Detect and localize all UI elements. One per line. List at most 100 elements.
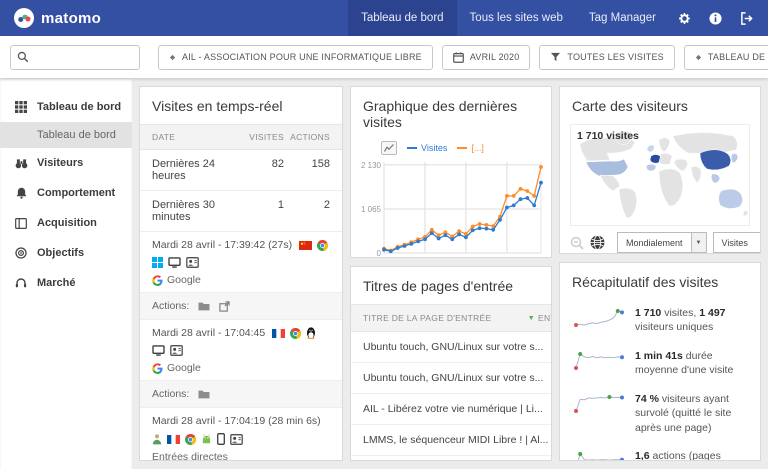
book-icon xyxy=(15,217,27,229)
segment-selector-button[interactable]: TOUTES LES VISITES xyxy=(539,44,675,70)
visit-row: Mardi 28 avril - 17:39:42 (27s) Google xyxy=(140,232,342,293)
windows-icon xyxy=(152,257,163,268)
legend-item[interactable]: Visites xyxy=(407,143,447,153)
entry-page-row[interactable]: Ubuntu touch, GNU/Linux sur votre s... xyxy=(351,363,551,394)
column-entry-page-title: TITRE DE LA PAGE D'ENTRÉE xyxy=(363,313,492,323)
info-icon xyxy=(709,11,722,25)
sparkline xyxy=(574,309,624,327)
toolbar-buttons: AIL - ASSOCIATION POUR UNE INFORMATIQUE … xyxy=(158,44,768,70)
stat-text: 1 710 visites, 1 497 visiteurs uniques xyxy=(635,307,726,334)
chart-legend: Visites [...] xyxy=(351,140,551,156)
legend-item[interactable]: [...] xyxy=(457,143,484,153)
sidebar-label: Marché xyxy=(37,277,76,289)
widget-visitor-map: Carte des visiteurs 1 710 visites xyxy=(559,86,761,254)
svg-text:0: 0 xyxy=(377,249,382,258)
realtime-table-body: Dernières 24 heures 82 158 Dernières 30 min… xyxy=(140,150,342,461)
search-icon xyxy=(17,51,29,63)
zoom-out-icon[interactable] xyxy=(570,236,584,250)
chrome-icon xyxy=(290,327,302,339)
svg-text:Mai 2019: Mai 2019 xyxy=(449,257,482,258)
sidebar-item-objectifs[interactable]: Objectifs xyxy=(0,238,132,268)
site-selector-label: AIL - ASSOCIATION POUR UNE INFORMATIQUE … xyxy=(182,52,422,62)
google-icon xyxy=(152,274,163,286)
summary-stat: 1 710 visites, 1 497 visiteurs uniques xyxy=(560,300,760,343)
visit-referrer: Entrées directes xyxy=(152,451,330,461)
map-region-select[interactable]: Mondialement ▼ xyxy=(617,232,707,253)
entry-page-row[interactable]: DWService, libérez-vous de Teamvie... xyxy=(351,456,551,460)
entry-pages-rows: Ubuntu touch, GNU/Linux sur votre s... Ub… xyxy=(351,332,551,460)
visit-referrer[interactable]: Google xyxy=(152,362,330,374)
sparkline xyxy=(574,394,624,413)
nav-tab-tous-les-sites-web[interactable]: Tous les sites web xyxy=(469,12,563,24)
info-button[interactable] xyxy=(700,0,731,36)
sidebar: Tableau de bord Tableau de bord Visiteurs C… xyxy=(0,78,132,469)
segment-selector-label: TOUTES LES VISITES xyxy=(567,52,664,62)
svg-text:2 130: 2 130 xyxy=(361,161,382,170)
svg-text:1 065: 1 065 xyxy=(361,205,382,214)
globe-icon[interactable] xyxy=(590,235,605,250)
calendar-icon xyxy=(453,51,464,63)
summary-stat: 1,6 actions (pages vues, téléchargements… xyxy=(560,443,760,460)
map-controls: Mondialement ▼ Visites ▼ xyxy=(560,226,760,253)
entry-page-row[interactable]: AIL - Libérez votre vie numérique | Li..… xyxy=(351,394,551,425)
sidebar-item-visiteurs[interactable]: Visiteurs xyxy=(0,148,132,178)
brand-name: matomo xyxy=(41,9,102,27)
visit-referrer[interactable]: Google xyxy=(152,274,330,286)
sidebar-item-acquisition[interactable]: Acquisition xyxy=(0,208,132,238)
summary-stat: 74 % visiteurs ayant survolé (quitté le … xyxy=(560,386,760,443)
summary-visits: 1 xyxy=(277,199,284,211)
monitor-icon xyxy=(152,345,165,356)
sidebar-item-tableau-de-bord[interactable]: Tableau de bord xyxy=(0,92,132,122)
visits-line-chart[interactable]: 0 1 065 2 130 Mai 2018Nov. 2018 Mai 2019 Nov.… xyxy=(355,156,547,258)
widget-realtime-visits: Visites en temps-réel DATE VISITES ACTIO… xyxy=(139,86,343,461)
summary-label: Dernières 24 heures xyxy=(152,158,215,182)
referrer-label: Google xyxy=(167,274,201,286)
sidebar-item-march-[interactable]: Marché xyxy=(0,268,132,298)
referrer-label: Google xyxy=(167,362,201,374)
nav-tab-tableau-de-bord[interactable]: Tableau de bord xyxy=(348,0,457,36)
search-input[interactable] xyxy=(34,51,133,63)
realtime-summary-row: Dernières 30 minutes 1 2 xyxy=(140,191,342,232)
svg-text:Nov. 2018: Nov. 2018 xyxy=(407,257,443,258)
period-selector-button[interactable]: AVRIL 2020 xyxy=(441,44,531,70)
folder-icon xyxy=(198,301,210,311)
sidebar-label: Acquisition xyxy=(37,217,97,229)
sidebar-subitem-tableau-de-bord[interactable]: Tableau de bord xyxy=(0,122,132,148)
entry-page-row[interactable]: Ubuntu touch, GNU/Linux sur votre s... xyxy=(351,332,551,363)
period-selector-label: AVRIL 2020 xyxy=(469,52,520,62)
entry-page-row[interactable]: LMMS, le séquenceur MIDI Libre ! | Al... xyxy=(351,425,551,456)
binoculars-icon xyxy=(15,158,28,169)
referrer-label: Entrées directes xyxy=(152,451,228,461)
summary-actions: 2 xyxy=(323,199,330,211)
sidebar-label: Objectifs xyxy=(37,247,85,259)
legend-swatch xyxy=(457,146,468,149)
map-metric-select[interactable]: Visites ▼ xyxy=(712,232,760,253)
dashboard-content: Visites en temps-réel DATE VISITES ACTIO… xyxy=(132,78,768,469)
top-navbar: matomo Tableau de bord Tous les sites web… xyxy=(0,0,768,36)
chevron-down-icon: ▼ xyxy=(690,233,706,252)
svg-text:Nov. 2019: Nov. 2019 xyxy=(489,257,525,258)
export-image-icon[interactable] xyxy=(381,140,397,155)
nav-tab-tag-manager[interactable]: Tag Manager xyxy=(588,12,656,24)
world-map[interactable]: 1 710 visites xyxy=(570,124,750,226)
linux-icon xyxy=(306,327,316,339)
widget-entry-page-titles: Titres de pages d'entrée TITRE DE LA PAG… xyxy=(350,266,552,461)
monitor-icon xyxy=(168,257,181,268)
site-selector-button[interactable]: AIL - ASSOCIATION POUR UNE INFORMATIQUE … xyxy=(158,44,433,70)
matomo-logo[interactable]: matomo xyxy=(0,0,115,36)
logout-button[interactable] xyxy=(731,0,762,36)
gear-button[interactable] xyxy=(669,0,700,36)
navbar-menu: Tableau de bord Tous les sites web Tag Man… xyxy=(348,0,768,36)
gear-icon xyxy=(678,12,691,25)
profile-icon xyxy=(170,345,183,356)
dashboard-selector-button[interactable]: TABLEAU DE BORD xyxy=(683,44,768,70)
visit-datetime: Mardi 28 avril - 17:39:42 (27s) xyxy=(152,239,293,251)
widget-title: Carte des visiteurs xyxy=(572,98,688,114)
sidebar-item-comportement[interactable]: Comportement xyxy=(0,178,132,208)
column-actions: ACTIONS xyxy=(290,132,330,142)
search-box[interactable] xyxy=(10,44,140,70)
map-metric-value: Visites xyxy=(721,237,748,248)
folder-icon xyxy=(198,389,210,399)
entry-pages-header[interactable]: TITRE DE LA PAGE D'ENTRÉE ▼ ENTRÉES xyxy=(351,304,551,332)
widget-visits-graph: Graphique des dernières visites Visites [… xyxy=(350,86,552,258)
